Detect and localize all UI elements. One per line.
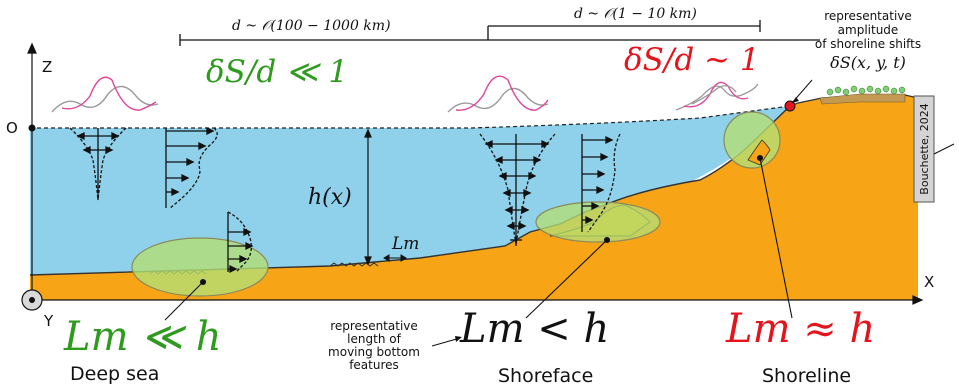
shoreline-note-symbol: δS(x, y, t) [830, 53, 906, 72]
velocity-profile-deep-1 [69, 127, 127, 201]
regime-deep-formula: Lm ≪ h [63, 314, 222, 360]
z-axis-label: Z [42, 58, 52, 76]
z-axis [27, 42, 37, 300]
velocity-profile-shoreface-2 [581, 133, 621, 233]
scale-label-small: d ~ 𝒪(1 − 10 km) [574, 6, 697, 22]
y-axis-out-of-plane-symbol [21, 289, 43, 311]
shoreline-note-line2: amplitude [838, 23, 899, 37]
wave-sketch-shoreface [447, 75, 549, 113]
scale-label-large: d ~ 𝒪(100 − 1000 km) [232, 18, 391, 34]
origin-dot [28, 124, 36, 132]
credit-text: Bouchette, 2024 [918, 103, 931, 194]
regime-deep-name: Deep sea [70, 363, 159, 385]
features-note-line1: representative [330, 319, 418, 333]
credit-arrow [933, 143, 955, 155]
ellipse-shoreface [535, 201, 661, 243]
shoreline-note-line1: representative [824, 9, 912, 23]
regime-shoreface-name: Shoreface [498, 365, 593, 386]
leader-lines [164, 154, 793, 321]
depth-label: h(x) [308, 185, 352, 210]
regime-shoreline-formula: Lm ≈ h [725, 306, 875, 352]
dune-vegetation-strip [819, 93, 906, 105]
features-note-arrow [431, 337, 461, 347]
y-axis-label: Y [43, 312, 54, 330]
lm-arrow [383, 254, 407, 262]
depth-arrow [364, 128, 372, 266]
seabed-sand [30, 95, 918, 300]
mean-sea-level-line [30, 105, 791, 129]
velocity-profile-bottom [227, 211, 254, 274]
regime-shoreface-formula: Lm < h [459, 306, 609, 352]
scale-bracket-large [179, 26, 820, 46]
shoreline-bump [747, 139, 771, 166]
dune-vegetation [826, 85, 906, 96]
x-axis-label: X [924, 273, 934, 291]
origin-label: O [6, 119, 18, 137]
credit-box: Bouchette, 2024 [913, 95, 935, 203]
ratio-deep-label: δS/d ≪ 1 [206, 54, 348, 90]
shoreline-note-line3: of shoreline shifts [815, 37, 921, 51]
features-note-line2: length of [347, 332, 401, 346]
scale-bracket-small [488, 20, 761, 32]
lm-label: Lm [391, 234, 419, 254]
features-note-line4: features [349, 358, 399, 372]
wave-sketch-deep [51, 76, 159, 113]
ellipse-deep-sea [131, 237, 269, 297]
shoreline-point-marker [784, 100, 796, 112]
velocity-profile-shoreface-1 [479, 133, 556, 246]
features-note-arrow-head [455, 336, 462, 342]
x-axis [32, 295, 924, 305]
wave-sketch-shoreline [675, 81, 759, 111]
velocity-profile-deep-2 [165, 126, 218, 209]
ratio-shoreline-label: δS/d ~ 1 [624, 42, 760, 78]
water-body [30, 106, 790, 275]
shoreline-note-leader-head [792, 97, 799, 103]
features-note-line3: moving bottom [328, 345, 420, 359]
regime-shoreline-name: Shoreline [762, 365, 851, 386]
